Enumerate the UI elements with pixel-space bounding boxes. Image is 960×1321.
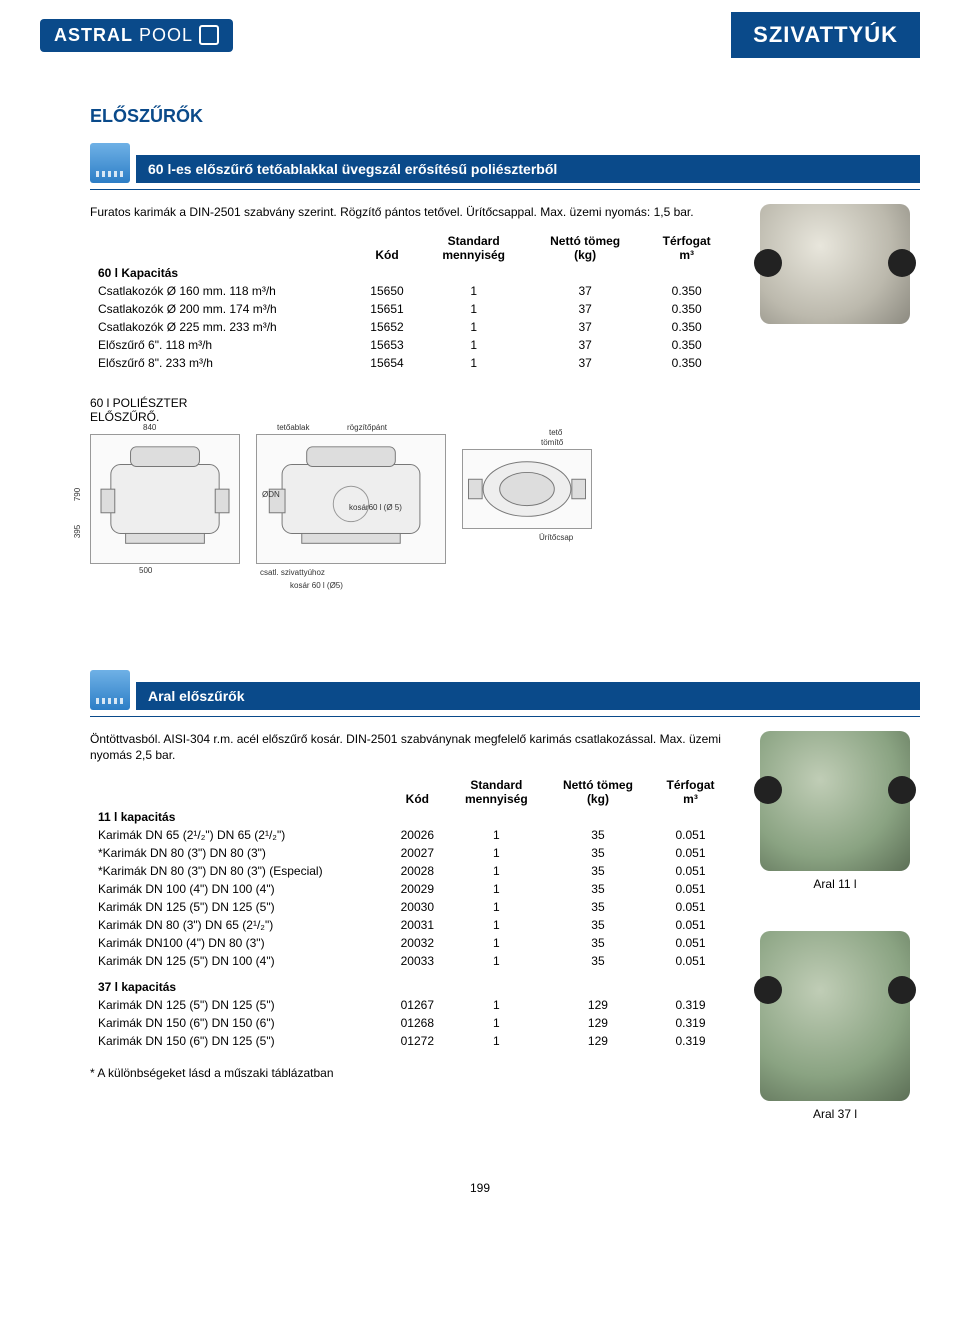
table-row: Karimák DN 150 (6") DN 150 (6")012681129… — [90, 1014, 730, 1032]
diagram-side: tetőablak rögzítőpánt ØDN kosár60 l (Ø 5… — [256, 434, 446, 564]
capacity-group-11l: 11 l kapacitás — [90, 808, 730, 826]
table-row: Karimák DN100 (4") DN 80 (3")200321350.0… — [90, 934, 730, 952]
table-row: *Karimák DN 80 (3") DN 80 (3")200271350.… — [90, 844, 730, 862]
swimmer-icon — [90, 143, 130, 183]
product-caption-aral11: Aral 11 l — [750, 877, 920, 891]
diagram-title-a: 60 l POLIÉSZTER — [90, 396, 187, 410]
table-row: Karimák DN 100 (4") DN 100 (4")200291350… — [90, 880, 730, 898]
divider — [90, 189, 920, 190]
table-row: *Karimák DN 80 (3") DN 80 (3") (Especial… — [90, 862, 730, 880]
product-bar-1: 60 l-es előszűrő tetőablakkal üvegszál e… — [136, 155, 920, 183]
brand-text-a: ASTRAL — [54, 25, 133, 46]
spec-table-1: Kód Standard mennyiség Nettó tömeg (kg) … — [90, 232, 730, 372]
col-qty-l2: mennyiség — [442, 248, 505, 262]
section-heading: ELŐSZŰRŐK — [90, 106, 920, 127]
table-row: Karimák DN 80 (3") DN 65 (2¹/₂")20031135… — [90, 916, 730, 934]
col-vol-l2: m³ — [679, 248, 694, 262]
brand-logo: ASTRAL POOL — [40, 19, 233, 52]
divider — [90, 716, 920, 717]
diagram-block: 60 l POLIÉSZTER ELŐSZŰRŐ. 840 790 395 50… — [90, 396, 920, 590]
product-desc-2: Öntöttvasból. AISI-304 r.m. acél előszűr… — [90, 731, 730, 763]
category-tab: SZIVATTYÚK — [731, 12, 920, 58]
table-row: Karimák DN 125 (5") DN 125 (5")012671129… — [90, 996, 730, 1014]
table-row: Előszűrő 6". 118 m³/h 15653 1 37 0.350 — [90, 336, 730, 354]
table-row: Előszűrő 8". 233 m³/h 15654 1 37 0.350 — [90, 354, 730, 372]
spec-table-2: Kód Standard mennyiség Nettó tömeg (kg) … — [90, 776, 730, 1050]
page-header: ASTRAL POOL SZIVATTYÚK — [40, 0, 920, 66]
brand-text-b: POOL — [139, 25, 193, 46]
table-row: Karimák DN 125 (5") DN 100 (4")200331350… — [90, 952, 730, 970]
diagram-title-b: ELŐSZŰRŐ. — [90, 410, 159, 424]
table-row: Karimák DN 150 (6") DN 125 (5")012721129… — [90, 1032, 730, 1050]
table-row: Csatlakozók Ø 200 mm. 174 m³/h 15651 1 3… — [90, 300, 730, 318]
product-photo-1 — [760, 204, 910, 324]
table-row: Karimák DN 65 (2¹/₂") DN 65 (2¹/₂")20026… — [90, 826, 730, 844]
product-desc-1: Furatos karimák a DIN-2501 szabvány szer… — [90, 204, 730, 220]
col-code: Kód — [354, 232, 421, 264]
product-caption-aral37: Aral 37 l — [750, 1107, 920, 1121]
col-wt-l2: (kg) — [574, 248, 596, 262]
product-photo-aral11 — [760, 731, 910, 871]
footnote: * A különbségeket lásd a műszaki tábláza… — [90, 1066, 730, 1080]
table-row: Csatlakozók Ø 225 mm. 233 m³/h 15652 1 3… — [90, 318, 730, 336]
capacity-group-37l: 37 l kapacitás — [90, 970, 730, 996]
col-wt-l1: Nettó tömeg — [550, 234, 620, 248]
table-row: Karimák DN 125 (5") DN 125 (5")200301350… — [90, 898, 730, 916]
swimmer-icon — [90, 670, 130, 710]
col-vol-l1: Térfogat — [663, 234, 711, 248]
page-number: 199 — [40, 1181, 920, 1195]
under-label-csatl: csatl. szivattyúhoz — [260, 568, 325, 577]
diagram-top: tető tömítő Ürítőcsap — [462, 449, 592, 529]
capacity-group-1: 60 l Kapacitás — [90, 264, 730, 282]
table-row: Csatlakozók Ø 160 mm. 118 m³/h 15650 1 3… — [90, 282, 730, 300]
brand-icon — [199, 25, 219, 45]
col-qty-l1: Standard — [448, 234, 500, 248]
under-label-kosar: kosár 60 l (Ø5) — [290, 581, 343, 590]
diagram-front: 840 790 395 500 — [90, 434, 240, 564]
product-photo-aral37 — [760, 931, 910, 1101]
product-bar-2: Aral előszűrők — [136, 682, 920, 710]
